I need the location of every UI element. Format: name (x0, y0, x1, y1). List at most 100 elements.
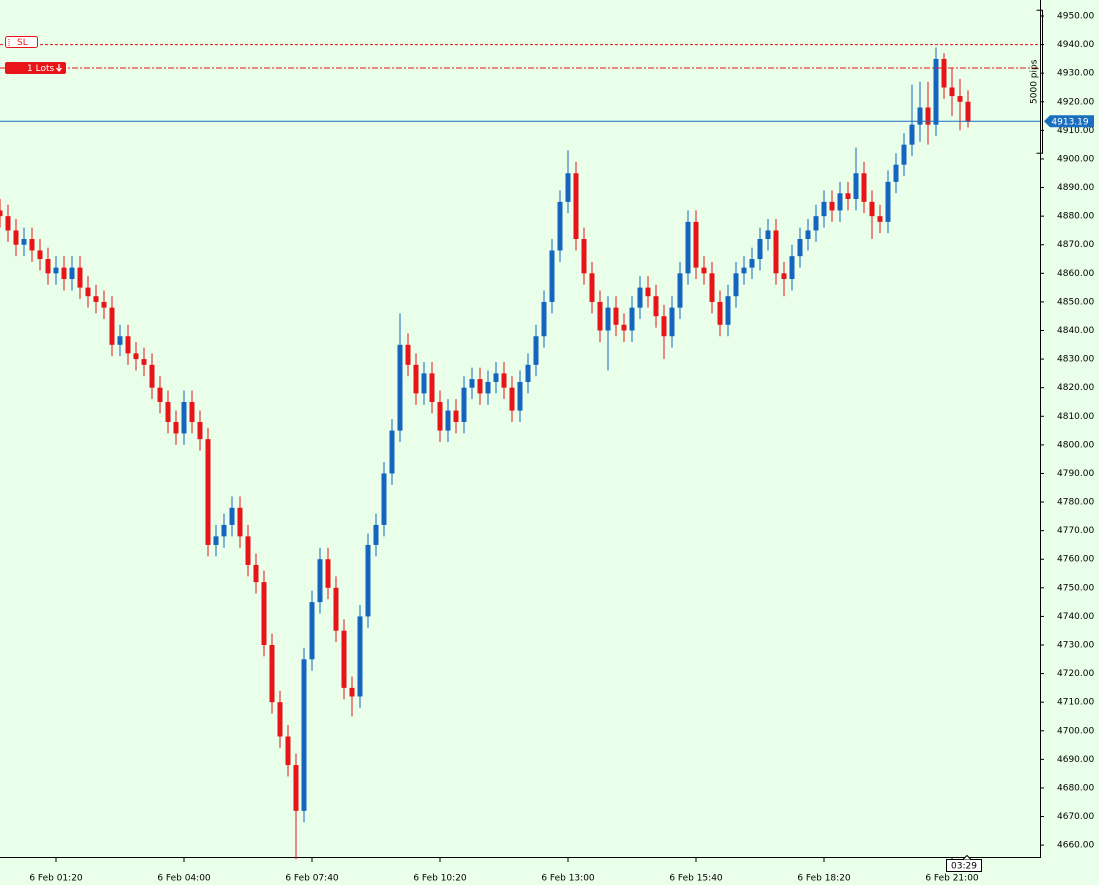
order-label: 1 Lots (27, 64, 54, 74)
y-tick-label: 4750.00 (1057, 583, 1094, 593)
y-tick-label: 4930.00 (1057, 69, 1094, 79)
candle-body (381, 473, 387, 525)
candle-body (253, 564, 259, 583)
candle-body (477, 379, 483, 394)
candle-body (149, 364, 155, 388)
candle-body (941, 58, 947, 88)
candle-body (29, 239, 35, 251)
y-tick-label: 4870.00 (1057, 240, 1094, 250)
y-tick-label: 4780.00 (1057, 498, 1094, 508)
candle-body (613, 307, 619, 325)
y-tick-label: 4850.00 (1057, 297, 1094, 307)
candle-body (13, 230, 19, 245)
candle-body (885, 181, 891, 222)
candle-body (917, 107, 923, 125)
candle-body (93, 296, 99, 302)
sl-tag[interactable]: SL (5, 36, 38, 49)
candle-body (461, 387, 467, 422)
candle-body (813, 216, 819, 231)
price-tag (1044, 115, 1094, 128)
x-tick-label: 6 Feb 01:20 (29, 874, 83, 884)
candle-body (309, 602, 315, 660)
candle-body (797, 239, 803, 257)
candle-body (165, 401, 171, 422)
candle-body (925, 107, 931, 125)
y-tick-label: 4810.00 (1057, 412, 1094, 422)
candle-body (277, 702, 283, 737)
measure-label: 5000 pips (1030, 59, 1040, 104)
candle-body (325, 559, 331, 588)
candle-body (709, 273, 715, 302)
y-tick-label: 4660.00 (1057, 841, 1094, 851)
candle-body (493, 373, 499, 382)
y-tick-label: 4720.00 (1057, 669, 1094, 679)
y-tick-label: 4730.00 (1057, 641, 1094, 651)
y-tick-label: 4680.00 (1057, 783, 1094, 793)
y-tick-label: 4860.00 (1057, 269, 1094, 279)
candle-body (405, 344, 411, 365)
candle-body (261, 582, 267, 646)
candle-body (541, 301, 547, 337)
candle-body (285, 736, 291, 766)
candle-body (293, 765, 299, 811)
candle-body (269, 645, 275, 703)
candle-body (317, 559, 323, 603)
candle-body (933, 58, 939, 125)
candle-body (821, 201, 827, 217)
candle-body (845, 193, 851, 199)
candle-body (805, 230, 811, 240)
candle-body (365, 544, 371, 617)
candle-body (573, 173, 579, 240)
order-arrow (56, 64, 62, 72)
candle-body (645, 287, 651, 297)
candle-body (237, 507, 243, 537)
candle-body (397, 344, 403, 431)
candle-body (213, 536, 219, 545)
candle-body (69, 267, 75, 280)
y-tick-label: 4920.00 (1057, 97, 1094, 107)
candle-body (565, 173, 571, 202)
candle-body (733, 273, 739, 297)
candle-body (53, 267, 59, 274)
x-tick-label: 6 Feb 07:40 (285, 874, 339, 884)
candle-body (125, 336, 131, 354)
sl-box (5, 36, 38, 48)
candle-body (133, 353, 139, 360)
y-tick-label: 4950.00 (1057, 12, 1094, 22)
candle-body (429, 373, 435, 402)
timer-pointer (962, 854, 972, 860)
order-tag[interactable]: 1 Lots (5, 62, 66, 74)
candle-body (245, 536, 251, 565)
candle-body (781, 273, 787, 280)
candle-body (357, 616, 363, 697)
x-tick-label: 6 Feb 04:00 (157, 874, 211, 884)
candle-body (61, 267, 67, 280)
y-tick-label: 4740.00 (1057, 612, 1094, 622)
candle-body (717, 301, 723, 325)
candle-body (301, 659, 307, 811)
candle-body (85, 287, 91, 297)
y-tick-label: 4800.00 (1057, 440, 1094, 450)
y-tick-label: 4760.00 (1057, 555, 1094, 565)
y-tick-label: 4890.00 (1057, 183, 1094, 193)
candle-body (749, 259, 755, 268)
candle-body (37, 250, 43, 260)
candle-body (413, 364, 419, 394)
y-tick-label: 4770.00 (1057, 526, 1094, 536)
candle-body (445, 410, 451, 431)
price-tag-label: 4913.19 (1051, 117, 1088, 127)
candle-body (765, 230, 771, 240)
candle-body (829, 201, 835, 211)
sl-label: SL (17, 38, 28, 48)
x-tick-label: 6 Feb 13:00 (541, 874, 595, 884)
candle-body (901, 144, 907, 165)
y-tick-label: 4670.00 (1057, 812, 1094, 822)
timer-text: 03:29 (951, 862, 977, 872)
x-tick-label: 6 Feb 15:40 (669, 874, 723, 884)
candle-body (525, 364, 531, 382)
candle-body (877, 216, 883, 222)
candle-body (21, 239, 27, 245)
candle-body (157, 387, 163, 402)
candle-body (501, 373, 507, 388)
